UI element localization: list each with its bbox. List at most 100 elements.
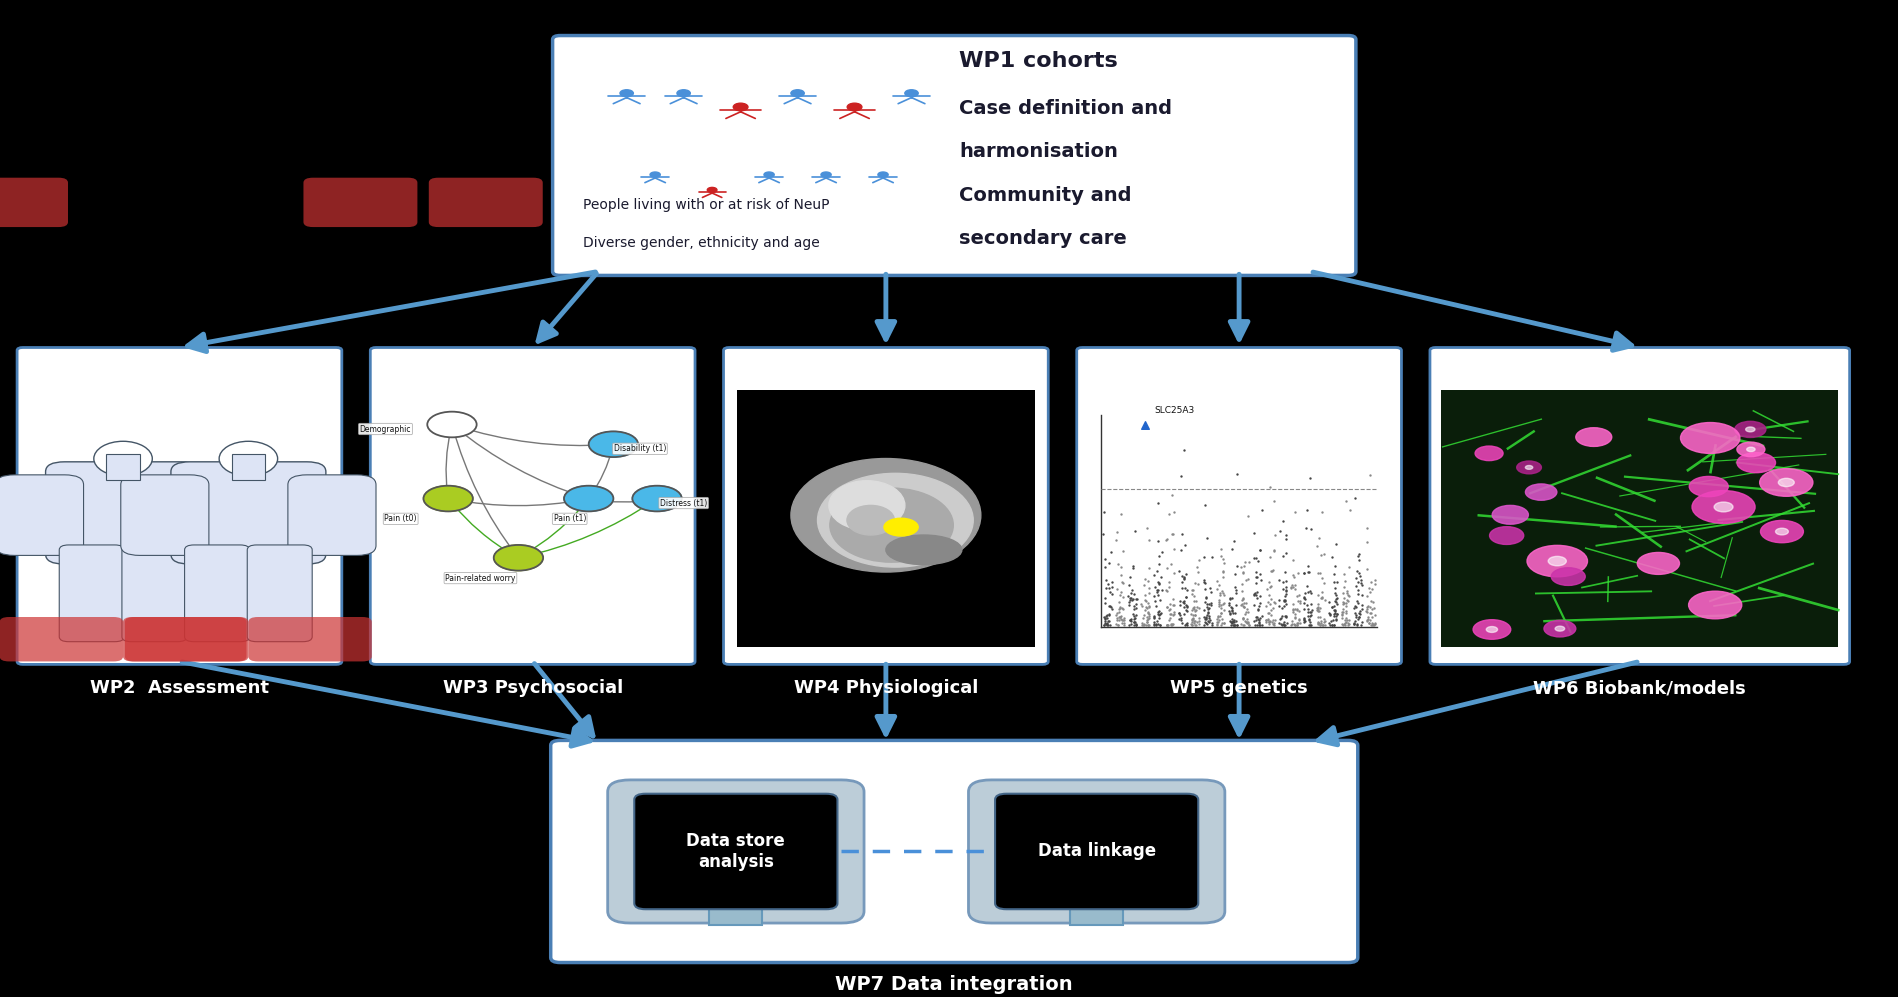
Circle shape bbox=[1775, 528, 1788, 535]
Point bbox=[1217, 541, 1247, 557]
Text: WP6 Biobank/models: WP6 Biobank/models bbox=[1532, 679, 1746, 697]
Point bbox=[1277, 615, 1308, 631]
Point bbox=[1143, 581, 1173, 597]
Point bbox=[1304, 600, 1334, 616]
Point bbox=[1192, 600, 1222, 616]
Point bbox=[1101, 604, 1131, 620]
Point bbox=[1167, 570, 1198, 586]
Point bbox=[1359, 615, 1389, 631]
Point bbox=[1175, 606, 1205, 622]
Point bbox=[1201, 573, 1232, 589]
Point bbox=[1270, 582, 1300, 598]
Point bbox=[1107, 611, 1137, 627]
Point bbox=[1101, 611, 1131, 627]
Point bbox=[1234, 617, 1264, 633]
Point bbox=[1230, 610, 1260, 626]
Point bbox=[1264, 598, 1294, 614]
Point bbox=[1230, 594, 1260, 610]
Point bbox=[1357, 617, 1387, 633]
Point bbox=[1319, 580, 1349, 596]
Point bbox=[1327, 584, 1357, 600]
Point bbox=[1175, 616, 1205, 632]
Point bbox=[1093, 617, 1124, 633]
FancyBboxPatch shape bbox=[1076, 348, 1401, 664]
Point bbox=[1131, 614, 1162, 630]
Point bbox=[1129, 417, 1160, 433]
Point bbox=[1154, 601, 1184, 617]
Point bbox=[1283, 615, 1313, 631]
Point bbox=[1194, 614, 1224, 630]
Text: Demographic: Demographic bbox=[359, 425, 412, 434]
Point bbox=[1277, 604, 1308, 620]
Point bbox=[1253, 574, 1283, 590]
Point bbox=[1163, 607, 1194, 623]
Point bbox=[1150, 532, 1181, 548]
Point bbox=[1279, 504, 1310, 520]
Point bbox=[1167, 570, 1198, 586]
Point bbox=[1321, 596, 1351, 612]
Point bbox=[1266, 608, 1296, 624]
Point bbox=[1179, 613, 1209, 629]
Point bbox=[1289, 611, 1319, 627]
Point bbox=[1177, 617, 1207, 633]
Point bbox=[1201, 616, 1232, 632]
Point bbox=[1234, 553, 1264, 569]
Point bbox=[1293, 608, 1323, 624]
Text: harmonisation: harmonisation bbox=[958, 143, 1118, 162]
Point bbox=[1344, 568, 1374, 584]
Point bbox=[1237, 613, 1268, 629]
Point bbox=[1154, 612, 1184, 628]
FancyBboxPatch shape bbox=[0, 177, 68, 227]
Point bbox=[1351, 609, 1382, 625]
Point bbox=[1291, 597, 1321, 613]
Point bbox=[1357, 593, 1387, 609]
Point bbox=[1203, 595, 1234, 611]
Point bbox=[1338, 616, 1368, 632]
Point bbox=[1146, 582, 1177, 598]
Point bbox=[1232, 601, 1262, 617]
Point bbox=[1137, 616, 1167, 632]
Text: Disability (t1): Disability (t1) bbox=[613, 445, 666, 454]
Point bbox=[1207, 614, 1237, 630]
Circle shape bbox=[588, 432, 638, 457]
FancyBboxPatch shape bbox=[171, 462, 326, 564]
Circle shape bbox=[1777, 479, 1794, 487]
Point bbox=[1220, 597, 1251, 613]
Point bbox=[1253, 611, 1283, 627]
Point bbox=[1226, 610, 1256, 626]
Point bbox=[1353, 615, 1384, 631]
Point bbox=[1351, 601, 1382, 617]
Point bbox=[1150, 560, 1181, 576]
Point bbox=[1120, 591, 1150, 607]
Point bbox=[1107, 573, 1137, 589]
Point bbox=[1319, 603, 1349, 619]
Point bbox=[1184, 613, 1215, 629]
Point bbox=[1270, 593, 1300, 609]
Point bbox=[1192, 616, 1222, 632]
Point bbox=[1327, 606, 1357, 622]
Text: secondary care: secondary care bbox=[958, 229, 1126, 248]
Point bbox=[1188, 608, 1219, 624]
Point bbox=[1139, 579, 1169, 595]
Point bbox=[1182, 616, 1213, 632]
Circle shape bbox=[1575, 428, 1611, 447]
Point bbox=[1317, 612, 1348, 628]
Point bbox=[1228, 617, 1258, 633]
Point bbox=[1289, 600, 1319, 616]
Point bbox=[1281, 565, 1312, 581]
Point bbox=[1093, 555, 1124, 571]
Point bbox=[1321, 606, 1351, 622]
Point bbox=[1158, 615, 1188, 631]
Point bbox=[1302, 599, 1332, 615]
Point bbox=[1182, 600, 1213, 616]
Point bbox=[1205, 547, 1236, 563]
Point bbox=[1243, 542, 1274, 558]
Point bbox=[1165, 468, 1196, 484]
Point bbox=[1302, 614, 1332, 630]
Point bbox=[1239, 550, 1270, 566]
Point bbox=[1293, 564, 1323, 580]
Point bbox=[1177, 600, 1207, 616]
Point bbox=[1143, 602, 1173, 618]
Text: Pain-related worry: Pain-related worry bbox=[444, 573, 516, 582]
Point bbox=[1141, 582, 1171, 598]
